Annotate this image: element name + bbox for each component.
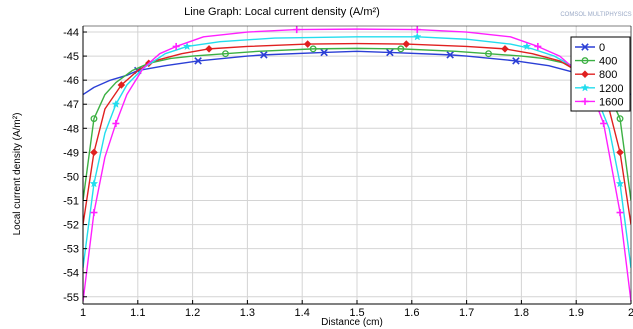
point-1600-3 [293,26,301,34]
point-800-5 [402,40,411,48]
legend-item-1600: 1600 [575,96,623,108]
y-tick-label-6: -50 [63,171,79,183]
legend-item-800: 800 [575,69,617,81]
y-tick-label-3: -47 [63,99,79,111]
x-tick-label-5: 1.5 [349,307,364,319]
point-800-1 [117,81,126,89]
y-tick-label-10: -54 [63,268,79,280]
legend-marker-1200 [580,83,590,92]
y-tick-label-4: -48 [63,123,79,135]
point-800-7 [616,148,624,157]
legend-label-1600: 1600 [599,96,623,108]
x-tick-label-6: 1.6 [404,307,419,319]
point-400-3 [397,45,405,53]
x-tick-label-10: 2 [628,307,633,319]
point-800-0 [90,148,98,157]
point-400-5 [616,115,624,123]
y-axis-label: Local current density (A/m²) [12,113,23,236]
point-1200-3 [412,32,422,41]
legend-label-0: 0 [599,42,605,54]
tick-labels: 1 1.1 1.2 1.3 1.4 1.5 1.6 1.7 1.8 1.9 2 -44 -45 -46 -4… [63,27,633,319]
legend-label-400: 400 [599,56,617,68]
watermark-logo: COMSOL MULTIPHYSICS [560,12,631,18]
axes [82,25,632,305]
x-tick-label-1: 1.1 [130,307,145,319]
legend-item-0: 0 [575,42,605,54]
point-400-4 [485,50,492,58]
x-axis-label: Distance (cm) [321,317,383,328]
legend-marker-800 [581,70,589,78]
point-400-2 [309,45,317,53]
legend-item-1200: 1200 [575,83,623,95]
point-0-4 [386,48,394,57]
point-0-1 [194,57,202,65]
point-0-2 [260,51,268,59]
chart-title: Line Graph: Local current density (A/m²) [184,6,380,18]
point-400-1 [222,50,229,58]
point-1600-0 [90,209,98,217]
y-tick-label-7: -51 [63,196,79,208]
y-tick-label-11: -55 [63,292,79,304]
x-tick-label-8: 1.8 [514,307,529,319]
y-tick-label-0: -44 [63,27,79,39]
point-1200-0 [89,179,99,188]
point-800-3 [205,45,213,53]
legend-label-1200: 1200 [599,83,623,95]
point-1600-7 [616,209,624,217]
x-tick-label-0: 1 [80,307,86,319]
x-tick-label-2: 1.2 [185,307,200,319]
y-tick-label-2: -46 [63,75,79,87]
point-1600-4 [413,26,421,34]
y-tick-label-8: -52 [63,220,79,232]
legend-marker-1600 [581,97,589,105]
point-0-5 [446,51,454,59]
y-tick-label-1: -45 [63,51,79,63]
point-1600-1 [112,119,120,127]
point-1600-6 [600,119,608,127]
legend-marker-0 [581,43,589,51]
point-0-6 [512,57,520,65]
legend-label-800: 800 [599,69,617,81]
point-1200-1 [111,99,121,108]
y-tick-label-5: -49 [63,147,79,159]
x-tick-label-3: 1.3 [240,307,255,319]
point-0-3 [320,48,328,57]
legend-marker-400 [581,57,589,65]
point-400-0 [90,115,98,123]
point-1600-5 [534,42,542,50]
legend-item-400: 400 [575,56,617,68]
x-tick-label-4: 1.4 [295,307,310,319]
point-1200-5 [615,179,625,188]
point-800-4 [303,40,312,48]
x-tick-label-7: 1.7 [459,307,474,319]
y-tick-label-9: -53 [63,244,79,256]
point-1600-2 [172,42,180,50]
point-1200-4 [522,41,532,51]
x-tick-label-9: 1.9 [569,307,584,319]
point-800-6 [501,45,509,53]
point-1200-2 [182,41,192,51]
